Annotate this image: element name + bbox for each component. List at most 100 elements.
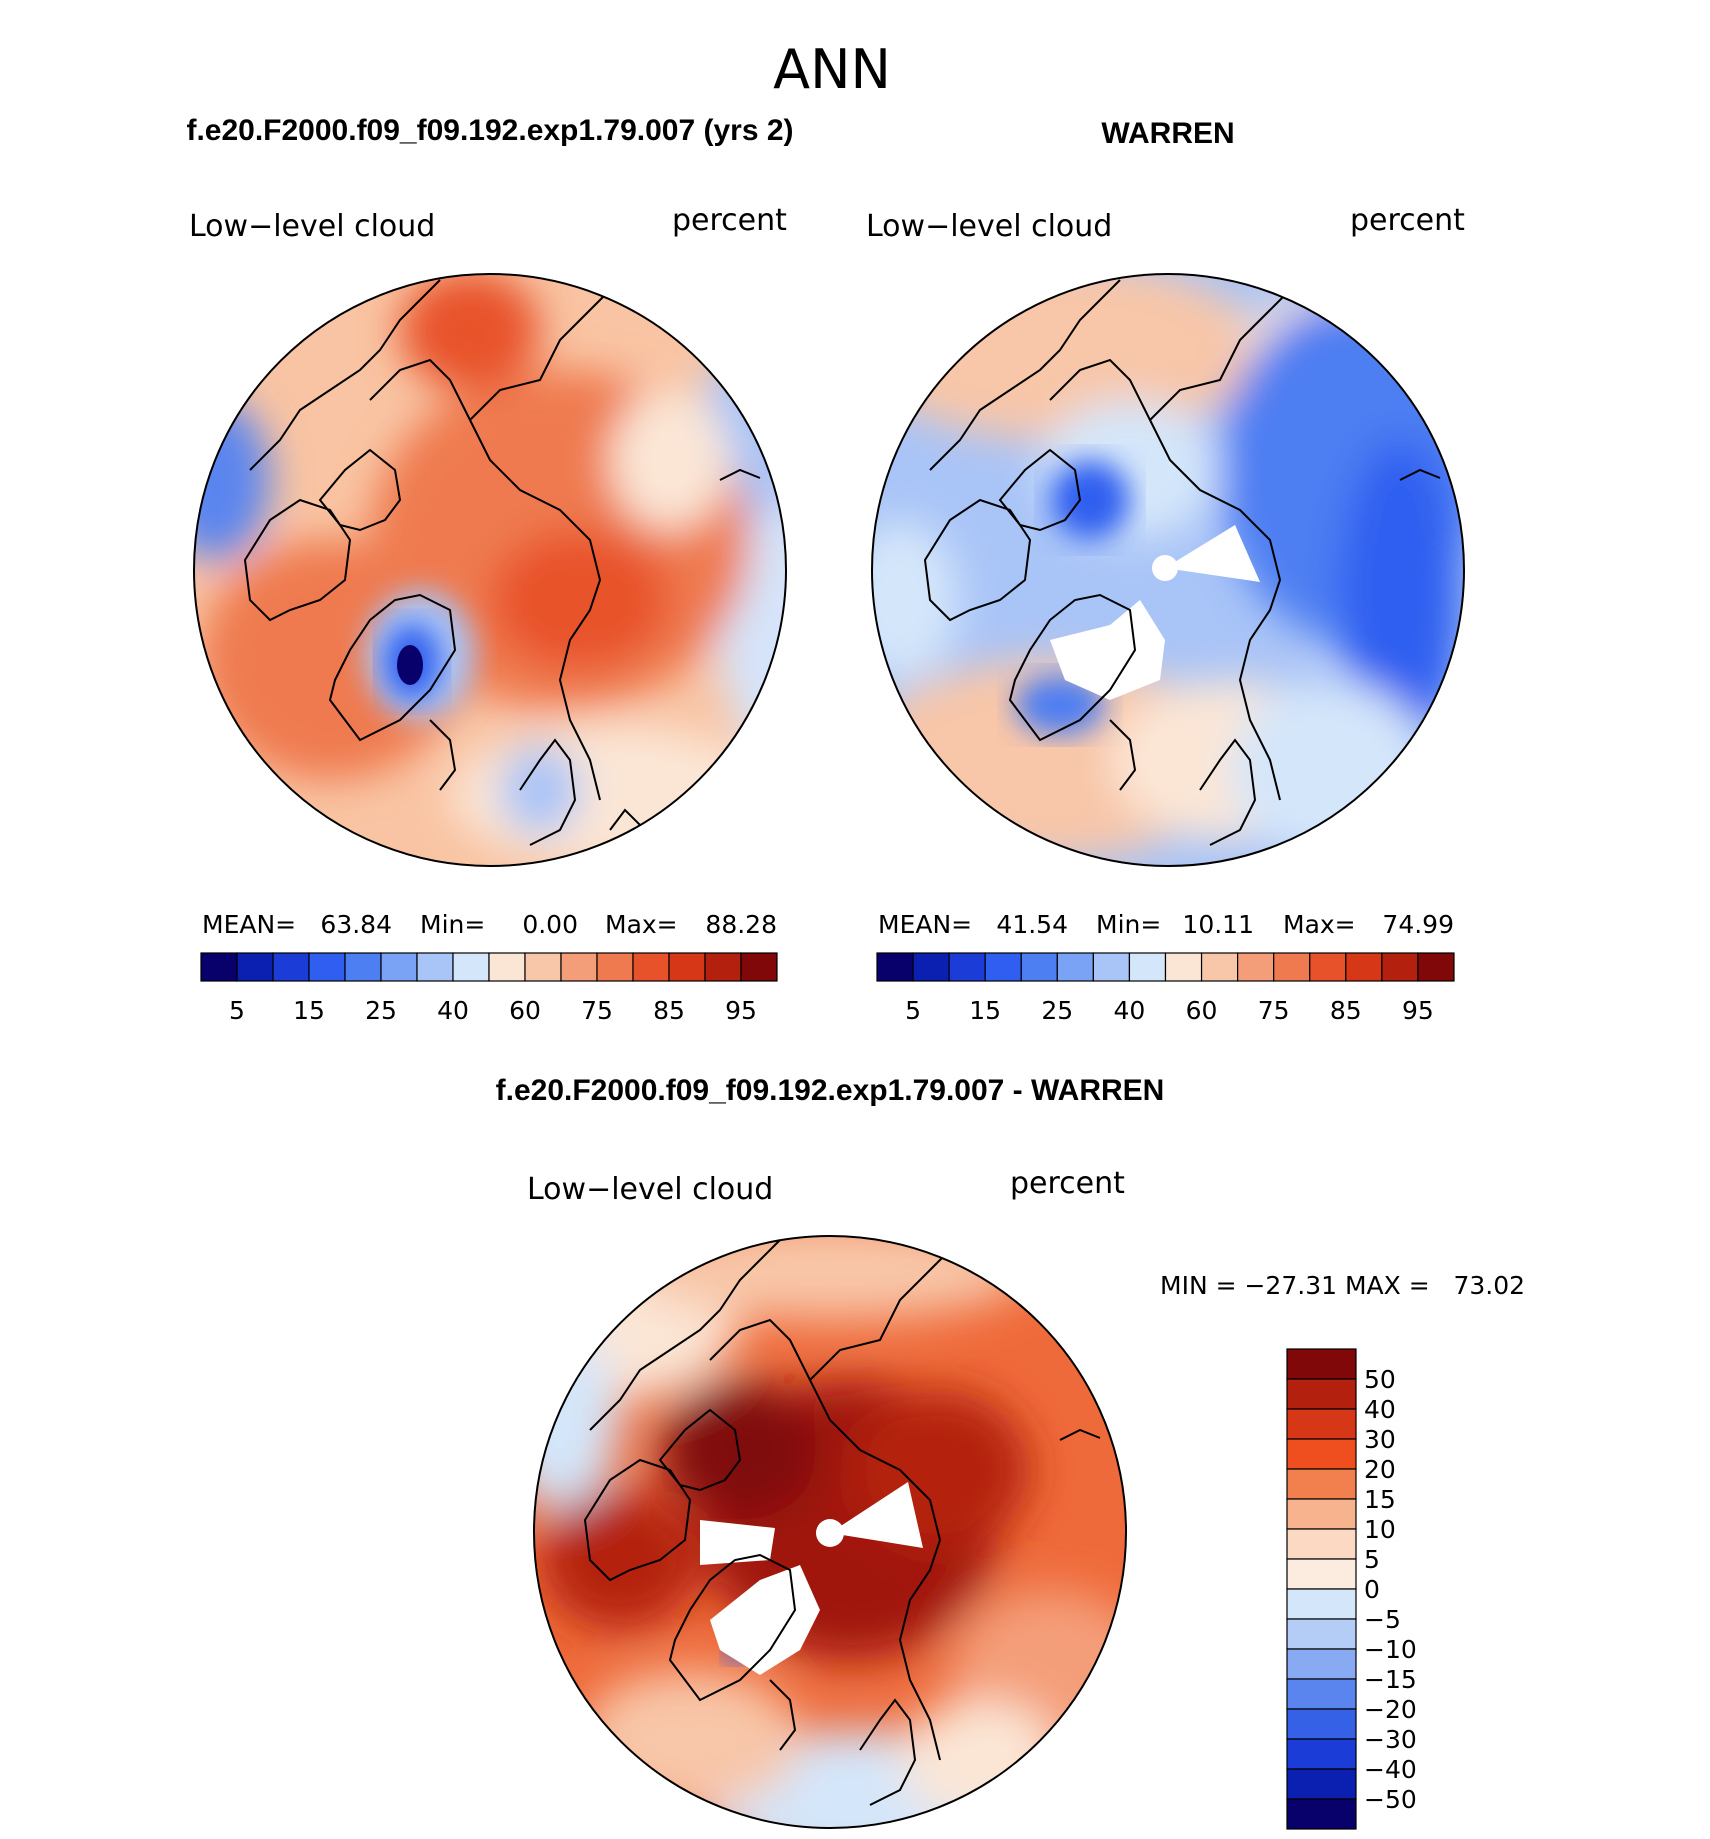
panel-c-colorbar-tick-label: 20 (1364, 1455, 1396, 1484)
panel-c-colorbar-tick-label: 30 (1364, 1425, 1396, 1454)
panel-a-variable: Low−level cloud (189, 209, 435, 244)
panel-c-colorbar-tick-label: 5 (1364, 1545, 1380, 1574)
map-b (871, 273, 1465, 867)
panel-b-units: percent (1350, 203, 1465, 238)
panel-b-colorbar-swatch (1381, 952, 1419, 982)
panel-b-colorbar-swatch (1164, 952, 1203, 982)
panel-a-min-label: Min= (420, 910, 485, 939)
panel-c-colorbar-swatch (1286, 1618, 1357, 1650)
panel-c-colorbar-swatch (1286, 1348, 1357, 1380)
map-c (533, 1235, 1127, 1829)
panel-b-min-value: 10.11 (1182, 910, 1254, 939)
panel-c-colorbar-tick-label: −5 (1364, 1605, 1401, 1634)
panel-c-colorbar-tick-label: 40 (1364, 1395, 1396, 1424)
panel-b-colorbar-tick-label: 60 (1186, 996, 1218, 1025)
panel-a-colorbar-swatch (416, 952, 454, 982)
panel-c-colorbar-tick-label: −20 (1364, 1695, 1417, 1724)
panel-a-mean-value: 63.84 (320, 910, 392, 939)
panel-a-stats: MEAN= 63.84 Min= 0.00 Max= 88.28 (202, 910, 777, 939)
panel-b-colorbar: 5 15 25 40 60 75 85 95 (876, 952, 1455, 1025)
panel-c-colorbar-tick-label: 10 (1364, 1515, 1396, 1544)
panel-c-colorbar-swatch (1286, 1468, 1357, 1500)
panel-a-colorbar-swatch (200, 952, 238, 982)
panel-b-colorbar-swatch (1417, 952, 1455, 982)
map-c-border (533, 1235, 1127, 1829)
panel-b-stats: MEAN= 41.54 Min= 10.11 Max= 74.99 (878, 910, 1454, 939)
map-a-field (194, 274, 786, 865)
panel-b-colorbar-tick-label: 75 (1258, 996, 1290, 1025)
panel-b-mean-value: 41.54 (996, 910, 1068, 939)
panel-b-colorbar-tick-label: 5 (905, 996, 921, 1025)
panel-b-colorbar-swatch (1345, 952, 1383, 982)
panel-b-colorbar-swatch (948, 952, 986, 982)
panel-b-min-label: Min= (1096, 910, 1161, 939)
panel-a-colorbar-tick-label: 5 (229, 996, 245, 1025)
panel-b-colorbar-swatch (1020, 952, 1058, 982)
panel-a-min-value: 0.00 (522, 910, 578, 939)
panel-a-colorbar: 5 15 25 40 60 75 85 95 (200, 952, 778, 1025)
panel-c-units: percent (1010, 1166, 1125, 1201)
map-a-border (193, 273, 787, 867)
panel-c-minmax: MIN = −27.31 MAX = 73.02 (1160, 1271, 1525, 1300)
panel-b-colorbar-swatch (984, 952, 1022, 982)
panel-a-colorbar-swatch (524, 952, 562, 982)
panel-a-colorbar-swatch (308, 952, 346, 982)
panel-a-colorbar-swatch (668, 952, 706, 982)
panel-a-colorbar-swatch (560, 952, 598, 982)
panel-c-variable: Low−level cloud (527, 1172, 773, 1207)
panel-c-colorbar-tick-label: −15 (1364, 1665, 1417, 1694)
panel-c-colorbar-tick-label: 50 (1364, 1365, 1396, 1394)
panel-a-colorbar-tick-label: 40 (437, 996, 469, 1025)
panel-b-colorbar-swatch (1056, 952, 1094, 982)
panel-b-colorbar-swatch (1128, 952, 1167, 982)
panel-b-colorbar-tick-label: 40 (1114, 996, 1146, 1025)
panel-c-colorbar-swatch (1286, 1588, 1357, 1620)
panel-b-mean-label: MEAN= (878, 910, 972, 939)
panel-c-colorbar-tick-label: −50 (1364, 1785, 1417, 1814)
panel-a-colorbar-swatch (632, 952, 670, 982)
panel-a-colorbar-tick-label: 75 (581, 996, 613, 1025)
panel-b-colorbar-swatch (1273, 952, 1311, 982)
panel-a-max-value: 88.28 (705, 910, 777, 939)
map-b-field (872, 274, 1464, 860)
panel-a-colorbar-swatch (272, 952, 310, 982)
panel-b-variable: Low−level cloud (866, 209, 1112, 244)
panel-c-colorbar-swatch (1286, 1678, 1357, 1710)
panel-b-colorbar-tick-label: 15 (969, 996, 1001, 1025)
panel-c-colorbar-tick-label: −30 (1364, 1725, 1417, 1754)
panel-b-colorbar-swatch (1237, 952, 1275, 982)
panel-c-colorbar-swatch (1286, 1558, 1357, 1590)
panel-c-colorbar-tick-label: −10 (1364, 1635, 1417, 1664)
panel-a-colorbar-tick-label: 25 (365, 996, 397, 1025)
panel-b-colorbar-tick-label: 85 (1330, 996, 1362, 1025)
panel-a-colorbar-swatch (488, 952, 526, 982)
panel-b-case-title: WARREN (1101, 117, 1234, 150)
panel-a-mean-label: MEAN= (202, 910, 296, 939)
panel-b-colorbar-swatch (1200, 952, 1239, 982)
panel-a-max-label: Max= (605, 910, 678, 939)
panel-c-colorbar-swatch (1286, 1438, 1357, 1470)
map-a (193, 273, 787, 867)
panel-a-colorbar-tick-label: 85 (653, 996, 685, 1025)
map-c-field (534, 1236, 1126, 1828)
panel-c-colorbar-swatch (1286, 1528, 1357, 1560)
panel-b-max-label: Max= (1283, 910, 1356, 939)
panel-c-colorbar-tick-label: 0 (1364, 1575, 1380, 1604)
panel-a-colorbar-tick-label: 95 (725, 996, 757, 1025)
panel-a-colorbar-swatch (452, 952, 490, 982)
panel-c-colorbar-tick-label: 15 (1364, 1485, 1396, 1514)
panel-c-colorbar-swatch (1286, 1378, 1357, 1410)
panel-a-colorbar-tick-label: 15 (293, 996, 325, 1025)
panel-a-colorbar-swatch (704, 952, 742, 982)
panel-c-colorbar-swatch (1286, 1798, 1357, 1830)
panel-c-colorbar-swatch (1286, 1708, 1357, 1740)
panel-c-case-title: f.e20.F2000.f09_f09.192.exp1.79.007 - WA… (496, 1074, 1165, 1107)
panel-a-colorbar-tick-label: 60 (509, 996, 541, 1025)
panel-a-colorbar-swatch (380, 952, 418, 982)
panel-b-colorbar-tick-label: 95 (1402, 996, 1434, 1025)
panel-c-colorbar-swatch (1286, 1648, 1357, 1680)
panel-a-case-title: f.e20.F2000.f09_f09.192.exp1.79.007 (yrs… (186, 114, 793, 147)
panel-a-colorbar-swatch (596, 952, 634, 982)
